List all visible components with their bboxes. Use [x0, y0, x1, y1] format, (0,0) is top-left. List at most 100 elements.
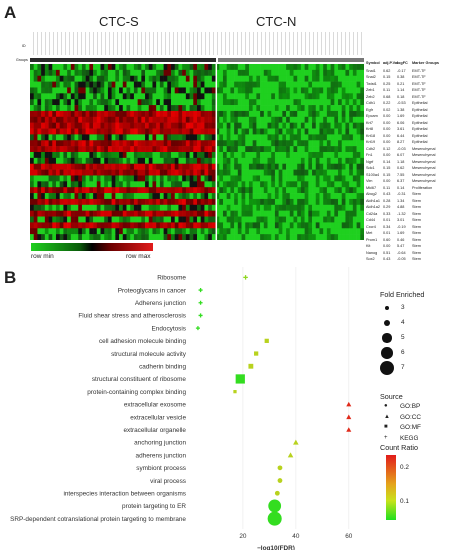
plot-area — [190, 267, 362, 529]
gene-marker-group: Stem — [412, 198, 421, 203]
term-label: extracellular vesicle — [130, 414, 186, 421]
fold-legend-dot — [384, 305, 390, 311]
gene-marker-group: Epithelial — [412, 133, 428, 138]
fold-legend-label: 4 — [401, 319, 405, 326]
gene-adj-p: 0.33 — [383, 211, 391, 216]
gene-marker-group: Stem — [412, 218, 421, 222]
gene-symbol: Snai2 — [366, 75, 376, 79]
triangle-icon: ▲ — [384, 413, 390, 420]
gene-row: Krt19 0.00 8.27 Epithelial — [366, 139, 446, 146]
gene-row: S100a4 0.15 7.55 Mesenchymal — [366, 172, 446, 179]
gene-marker-group: Epithelial — [412, 120, 428, 125]
gene-logfc: -0.17 — [397, 68, 406, 73]
gene-logfc: -1.32 — [397, 211, 406, 216]
gene-row: Sdc1 0.15 0.62 Mesenchymal — [366, 165, 446, 172]
gene-row: Zeb1 0.11 1.14 EMT-TF — [366, 87, 446, 94]
gene-adj-p: 0.15 — [383, 172, 391, 177]
panel-b-letter: B — [4, 268, 17, 287]
gene-symbol: Cxcr4 — [366, 224, 376, 229]
gene-marker-group: EMT-TF — [412, 94, 426, 99]
x-tick-label: 20 — [239, 533, 247, 540]
gene-marker-group: Epithelial — [412, 101, 428, 105]
source-legend-title: Source — [380, 392, 403, 401]
term-label: structural molecule activity — [111, 351, 187, 358]
gene-row: Zeb2 0.68 0.18 EMT-TF — [366, 94, 446, 101]
scale-max-label: row max — [126, 253, 151, 260]
gene-row: Krt18 0.00 6.44 Epithelial — [366, 133, 446, 140]
fold-legend-dot — [381, 347, 393, 359]
fold-legend-label: 3 — [401, 304, 405, 311]
term-marker — [293, 439, 299, 445]
gene-adj-p: 0.51 — [383, 250, 391, 255]
header-marker-group: Marker Groups — [412, 61, 440, 65]
gene-logfc: 1.34 — [397, 198, 405, 203]
term-marker — [277, 478, 283, 483]
term-marker — [264, 338, 269, 343]
gene-marker-group: Mesenchymal — [412, 153, 436, 157]
term-marker — [198, 300, 203, 305]
gene-row: Snai2 0.15 0.38 EMT-TF — [366, 74, 446, 81]
fold-legend-label: 7 — [401, 364, 405, 371]
term-label: Endocytosis — [152, 325, 186, 332]
gene-logfc: 1.69 — [397, 231, 405, 235]
gene-adj-p: 0.01 — [383, 218, 391, 222]
gene-logfc: 7.55 — [397, 172, 405, 177]
gene-symbol: Cd44 — [366, 218, 376, 222]
term-label: extracellular organelle — [123, 427, 186, 434]
gene-symbol: Fn1 — [366, 153, 373, 157]
group-label-ctc-n: CTC-N — [256, 14, 297, 29]
gene-symbol: Epcam — [366, 114, 378, 118]
gene-adj-p: 0.00 — [383, 140, 391, 144]
gene-symbol: Met — [366, 231, 373, 235]
gene-symbol: Cdh2 — [366, 146, 376, 151]
gene-marker-group: EMT-TF — [412, 88, 426, 92]
term-marker — [235, 374, 245, 384]
gene-symbol: Krt8 — [366, 127, 373, 131]
term-label: Adherens junction — [135, 300, 187, 307]
gene-marker-group: Epithelial — [412, 140, 428, 144]
gene-row: Egfr 0.02 1.38 Epithelial — [366, 107, 446, 114]
sample-id-strip — [30, 32, 364, 55]
gene-symbol: Sdc1 — [366, 166, 375, 170]
gene-marker-group: Mesenchymal — [412, 172, 436, 177]
term-label: SRP-dependent cotranslational protein ta… — [10, 516, 186, 523]
gene-marker-group: Mesenchymal — [412, 146, 436, 151]
gene-adj-p: 0.00 — [383, 127, 391, 131]
gene-logfc: 1.69 — [397, 114, 405, 118]
gene-marker-group: Stem — [412, 250, 421, 255]
gene-marker-group: Stem — [412, 211, 421, 216]
gene-symbol: Krt7 — [366, 120, 373, 125]
gene-logfc: -0.05 — [397, 257, 406, 261]
gene-marker-group: EMT-TF — [412, 81, 426, 86]
gene-adj-p: 0.00 — [383, 133, 391, 138]
gene-row: Ngrf 0.14 1.18 Mesenchymal — [366, 159, 446, 166]
gene-row: Krt8 0.00 3.61 Epithelial — [366, 126, 446, 133]
gene-symbol: Prom1 — [366, 237, 378, 242]
gene-logfc: 1.14 — [397, 88, 405, 92]
gene-adj-p: 0.14 — [383, 159, 391, 164]
gene-row: Krt7 0.00 6.06 Epithelial — [366, 120, 446, 127]
gene-symbol: Cd24a — [366, 211, 378, 216]
gene-adj-p: 0.29 — [383, 205, 391, 209]
gene-logfc: 1.18 — [397, 159, 405, 164]
gene-symbol: Ngrf — [366, 159, 374, 164]
source-legend-label: GO:BP — [400, 403, 421, 410]
gene-row: Prom1 0.60 0.46 Stem — [366, 237, 446, 244]
term-label: adherens junction — [136, 452, 187, 459]
term-label: cell adhesion molecule binding — [99, 338, 186, 345]
groups-row-label: Groups — [16, 58, 28, 62]
gene-logfc: -0.03 — [397, 146, 406, 151]
term-label: structural constituent of ribosome — [92, 376, 187, 383]
gene-annotation-table: Symbol adj.P.Val logFC Marker Groups Sna… — [366, 60, 446, 263]
gene-marker-group: Epithelial — [412, 107, 428, 112]
panel-a-letter: A — [4, 3, 17, 22]
gene-logfc: 0.62 — [397, 166, 405, 170]
gene-row: Cxcr4 0.34 -0.19 Stem — [366, 224, 446, 231]
gene-adj-p: 0.22 — [383, 101, 391, 105]
gene-logfc: 5.47 — [397, 244, 405, 248]
gene-logfc: 1.38 — [397, 107, 405, 112]
heatmap-color-scale — [31, 243, 153, 251]
fold-legend-dot — [380, 361, 394, 375]
gene-logfc: 0.46 — [397, 237, 405, 242]
gene-marker-group: Stem — [412, 231, 421, 235]
